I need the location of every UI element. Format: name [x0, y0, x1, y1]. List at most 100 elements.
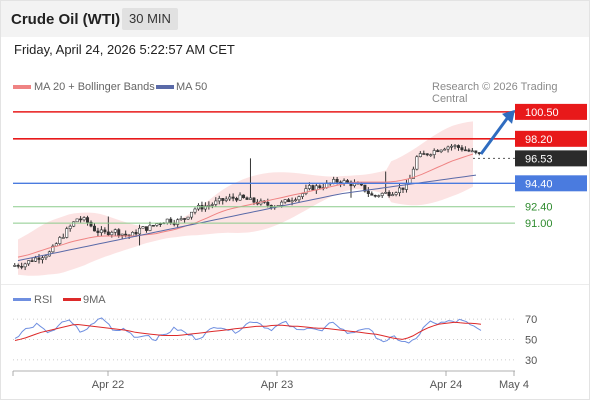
candle-body — [311, 185, 315, 191]
candle-body — [138, 227, 142, 235]
candle-body — [155, 223, 159, 226]
candle-body — [422, 153, 426, 155]
candle-body — [203, 205, 207, 210]
candles — [13, 144, 481, 271]
candle-body — [294, 199, 298, 202]
candle-body — [110, 231, 114, 236]
candle-body — [401, 187, 405, 190]
rsi-legend-label: RSI — [34, 294, 53, 306]
candle-body — [193, 208, 197, 213]
rsi-tick-30: 30 — [525, 355, 537, 367]
candle-body — [72, 221, 76, 227]
candle-body — [432, 150, 436, 155]
candle-body — [266, 202, 270, 206]
candle-body — [248, 197, 252, 200]
candle-body — [366, 190, 370, 194]
rsi-line — [14, 317, 482, 344]
candle-body — [217, 198, 221, 202]
candle-body — [363, 184, 367, 192]
candle-body — [443, 148, 447, 151]
candle-body — [68, 225, 72, 229]
candle-body — [450, 145, 454, 148]
candle-body — [151, 224, 155, 227]
rsi-ma-legend-label: 9MA — [83, 294, 106, 306]
candle-body — [425, 153, 429, 156]
candle-body — [474, 150, 478, 153]
candle-body — [384, 192, 388, 194]
candle-body — [58, 237, 62, 244]
candle-body — [231, 196, 235, 199]
candle-body — [415, 156, 419, 170]
candle-body — [335, 179, 339, 183]
x-tick-label-2: Apr 24 — [430, 379, 462, 391]
candle-body — [165, 218, 169, 224]
candle-body — [37, 257, 41, 260]
candle-body — [377, 195, 381, 197]
candle-body — [179, 218, 183, 221]
instrument-title: Crude Oil (WTI) — [11, 11, 121, 28]
candle-body — [30, 260, 34, 262]
candle-body — [124, 233, 128, 236]
candle-body — [398, 187, 402, 193]
candle-body — [82, 217, 86, 221]
timestamp: Friday, April 24, 2026 5:22:57 AM CET — [14, 42, 235, 57]
x-tick-label-3: May 4 — [499, 379, 529, 391]
candle-body — [16, 265, 20, 267]
candle-body — [446, 146, 450, 150]
candle-body — [221, 198, 225, 201]
candle-body — [117, 229, 121, 236]
candle-body — [61, 237, 65, 239]
candle-body — [51, 245, 55, 253]
candle-body — [429, 154, 433, 156]
candle-body — [439, 149, 443, 153]
candle-body — [300, 193, 304, 197]
candle-body — [183, 218, 187, 220]
candle-body — [214, 200, 218, 205]
level-value-91.00: 91.00 — [525, 218, 553, 230]
candle-body — [252, 197, 256, 203]
rsi-legend-swatch — [13, 298, 31, 301]
level-value-92.40: 92.40 — [525, 202, 553, 214]
candle-body — [394, 192, 398, 195]
candle-body — [290, 200, 294, 203]
candle-body — [460, 147, 464, 151]
candle-body — [370, 193, 374, 196]
level-value-98.20: 98.20 — [525, 134, 553, 146]
trend-arrow-head — [502, 109, 515, 124]
candle-body — [283, 199, 287, 203]
ma50-legend-label: MA 50 — [176, 81, 208, 93]
candle-body — [411, 168, 415, 179]
level-value-100.50: 100.50 — [525, 107, 559, 119]
rsi-ma-line — [14, 321, 482, 341]
x-tick-label-1: Apr 23 — [261, 379, 293, 391]
candle-body — [391, 194, 395, 197]
candle-body — [65, 228, 69, 238]
ma20-line — [17, 153, 474, 258]
candle-body — [96, 230, 100, 233]
rsi-tick-50: 50 — [525, 335, 537, 347]
candle-body — [144, 226, 148, 231]
candle-body — [332, 179, 336, 184]
candle-body — [92, 225, 96, 232]
ma20-legend-swatch — [13, 85, 31, 89]
rsi-tick-70: 70 — [525, 314, 537, 326]
candle-body — [453, 145, 457, 147]
level-tag-96.53 — [515, 150, 587, 167]
level-tag-94.40 — [515, 175, 587, 192]
candle-body — [186, 216, 190, 220]
candle-body — [89, 221, 93, 227]
candle-body — [113, 229, 117, 233]
header-bar: Crude Oil (WTI) 30 MIN — [1, 1, 589, 37]
candle-body — [297, 196, 301, 201]
candle-body — [120, 233, 124, 236]
candle-body — [103, 229, 107, 233]
candle-body — [169, 218, 173, 224]
candle-body — [20, 266, 24, 268]
ma20-legend-label: MA 20 + Bollinger Bands — [34, 81, 155, 93]
candle-body — [287, 199, 291, 203]
timeframe-badge[interactable]: 30 MIN — [122, 8, 178, 30]
x-tick-label-0: Apr 22 — [92, 379, 124, 391]
candle-body — [158, 223, 162, 225]
candle-body — [304, 188, 308, 194]
candle-body — [463, 149, 467, 152]
